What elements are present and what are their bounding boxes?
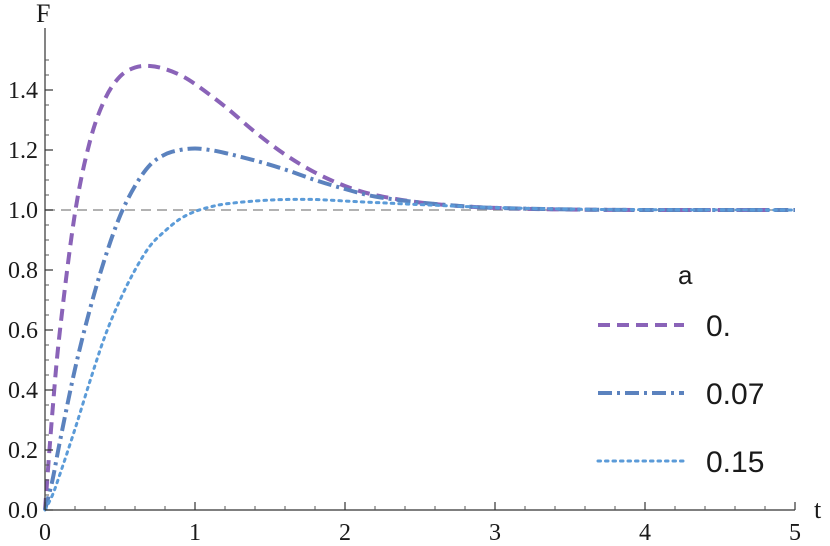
x-tick-label: 0 xyxy=(39,520,51,546)
y-tick-label: 1.4 xyxy=(8,78,38,104)
legend-title: a xyxy=(678,260,693,290)
legend-label-1: 0. xyxy=(706,310,731,343)
x-tick-label: 4 xyxy=(639,520,651,546)
series-layer xyxy=(43,63,797,512)
axes-layer xyxy=(44,28,795,511)
y-tick-label: 0.0 xyxy=(8,498,38,524)
x-tick-label: 5 xyxy=(789,520,801,546)
legend-label-2: 0.07 xyxy=(706,378,764,411)
x-tick-label: 2 xyxy=(339,520,351,546)
x-tick-label: 3 xyxy=(489,520,501,546)
y-axis-label: F xyxy=(36,0,50,28)
y-tick-label: 1.0 xyxy=(8,198,38,224)
y-tick-label: 0.8 xyxy=(8,258,38,284)
legend-label-3: 0.15 xyxy=(706,446,764,479)
ticks-layer: 0 1 2 3 4 5 0.0 0.2 0.4 0.6 0.8 1.0 1.2 1.4 xyxy=(8,59,801,546)
x-axis-label: t xyxy=(814,495,822,524)
x-tick-label: 1 xyxy=(189,520,201,546)
legend: a 0. 0.07 0.15 xyxy=(596,260,764,479)
y-tick-label: 0.6 xyxy=(8,318,38,344)
y-tick-label: 0.4 xyxy=(8,378,38,404)
y-tick-label: 1.2 xyxy=(8,138,38,164)
y-tick-label: 0.2 xyxy=(8,438,38,464)
series-line-3 xyxy=(43,197,797,512)
